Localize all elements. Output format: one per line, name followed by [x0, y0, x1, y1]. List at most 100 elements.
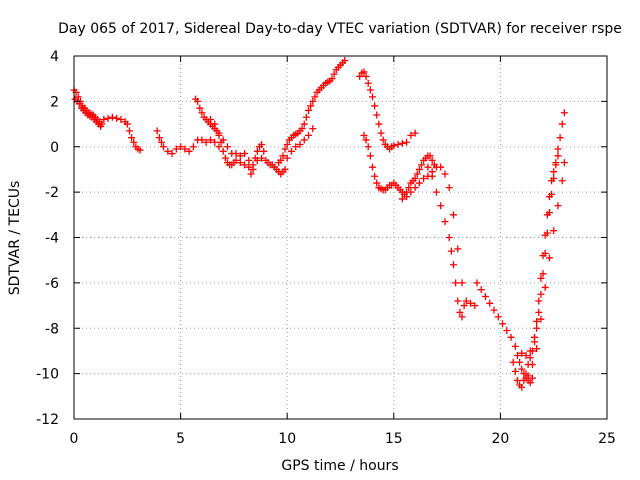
- data-point: [366, 86, 374, 94]
- data-point: [556, 134, 564, 142]
- data-point: [375, 120, 383, 128]
- x-tick-label: 25: [598, 431, 616, 447]
- data-point: [554, 202, 562, 210]
- data-point: [516, 358, 524, 366]
- data-point: [428, 156, 436, 164]
- x-tick-label: 15: [385, 431, 403, 447]
- data-point: [554, 145, 562, 153]
- data-point: [258, 154, 266, 162]
- x-tick-label: 0: [70, 431, 79, 447]
- data-point: [550, 168, 558, 176]
- data-point: [362, 136, 370, 144]
- data-point: [511, 342, 519, 350]
- data-point: [305, 106, 313, 114]
- data-point: [260, 147, 268, 155]
- data-point: [366, 152, 374, 160]
- data-point: [206, 116, 214, 124]
- data-point: [490, 306, 498, 314]
- data-point: [437, 202, 445, 210]
- data-point: [558, 120, 566, 128]
- data-point: [245, 156, 253, 164]
- data-point: [249, 165, 257, 173]
- y-tick-label: -6: [45, 276, 59, 292]
- data-point: [520, 376, 528, 384]
- data-point: [172, 145, 180, 153]
- x-axis-label: GPS time / hours: [281, 458, 398, 474]
- data-point: [528, 374, 536, 382]
- data-series: [70, 57, 568, 391]
- data-point: [125, 127, 133, 135]
- data-point: [518, 365, 526, 373]
- data-point: [123, 120, 131, 128]
- data-point: [281, 165, 289, 173]
- data-point: [477, 286, 485, 294]
- data-point: [130, 138, 138, 146]
- data-point: [449, 261, 457, 269]
- data-point: [373, 111, 381, 119]
- x-tick-labels: 0 5 10 15 20 25: [70, 431, 616, 447]
- y-tick-label: -2: [45, 185, 59, 201]
- data-point: [445, 184, 453, 192]
- data-point: [108, 113, 116, 121]
- data-point: [426, 152, 434, 160]
- data-point: [300, 120, 308, 128]
- data-point: [157, 138, 165, 146]
- data-point: [360, 68, 368, 76]
- data-point: [411, 129, 419, 137]
- data-point: [185, 147, 193, 155]
- data-point: [232, 150, 240, 158]
- data-point: [513, 376, 521, 384]
- x-tick-label: 5: [176, 431, 185, 447]
- data-point: [311, 93, 319, 101]
- data-point: [211, 138, 219, 146]
- data-point: [447, 247, 455, 255]
- y-tick-label: 4: [50, 49, 59, 65]
- data-point: [518, 383, 526, 391]
- data-point: [518, 349, 526, 357]
- data-point: [253, 147, 261, 155]
- data-point: [168, 150, 176, 158]
- data-point: [535, 297, 543, 305]
- data-point: [360, 131, 368, 139]
- data-point: [394, 140, 402, 148]
- data-point: [437, 163, 445, 171]
- data-point: [537, 315, 545, 323]
- data-point: [473, 279, 481, 287]
- data-point: [537, 274, 545, 282]
- data-point: [364, 143, 372, 151]
- data-point: [545, 254, 553, 262]
- data-point: [526, 347, 534, 355]
- data-point: [279, 152, 287, 160]
- data-point: [398, 195, 406, 203]
- data-point: [390, 142, 398, 150]
- data-point: [330, 70, 338, 78]
- data-point: [245, 163, 253, 171]
- data-point: [371, 102, 379, 110]
- data-point: [307, 102, 315, 110]
- data-point: [454, 297, 462, 305]
- data-point: [113, 114, 121, 122]
- y-tick-label: 2: [50, 94, 59, 110]
- data-point: [403, 138, 411, 146]
- data-point: [202, 138, 210, 146]
- data-point: [292, 143, 300, 151]
- data-point: [104, 114, 112, 122]
- data-point: [224, 143, 232, 151]
- data-point: [236, 152, 244, 160]
- data-point: [371, 172, 379, 180]
- data-point: [531, 338, 539, 346]
- data-point: [445, 234, 453, 241]
- data-point: [196, 104, 204, 112]
- data-point: [554, 152, 562, 160]
- data-point: [558, 177, 566, 185]
- data-point: [535, 308, 543, 316]
- data-point: [236, 159, 244, 167]
- data-point: [379, 136, 387, 144]
- y-axis-label: SDTVAR / TECUs: [7, 181, 23, 296]
- data-point: [428, 172, 436, 180]
- data-point: [418, 161, 426, 169]
- data-point: [449, 211, 457, 219]
- data-point: [232, 156, 240, 164]
- y-tick-label: -4: [45, 231, 59, 247]
- data-point: [486, 299, 494, 307]
